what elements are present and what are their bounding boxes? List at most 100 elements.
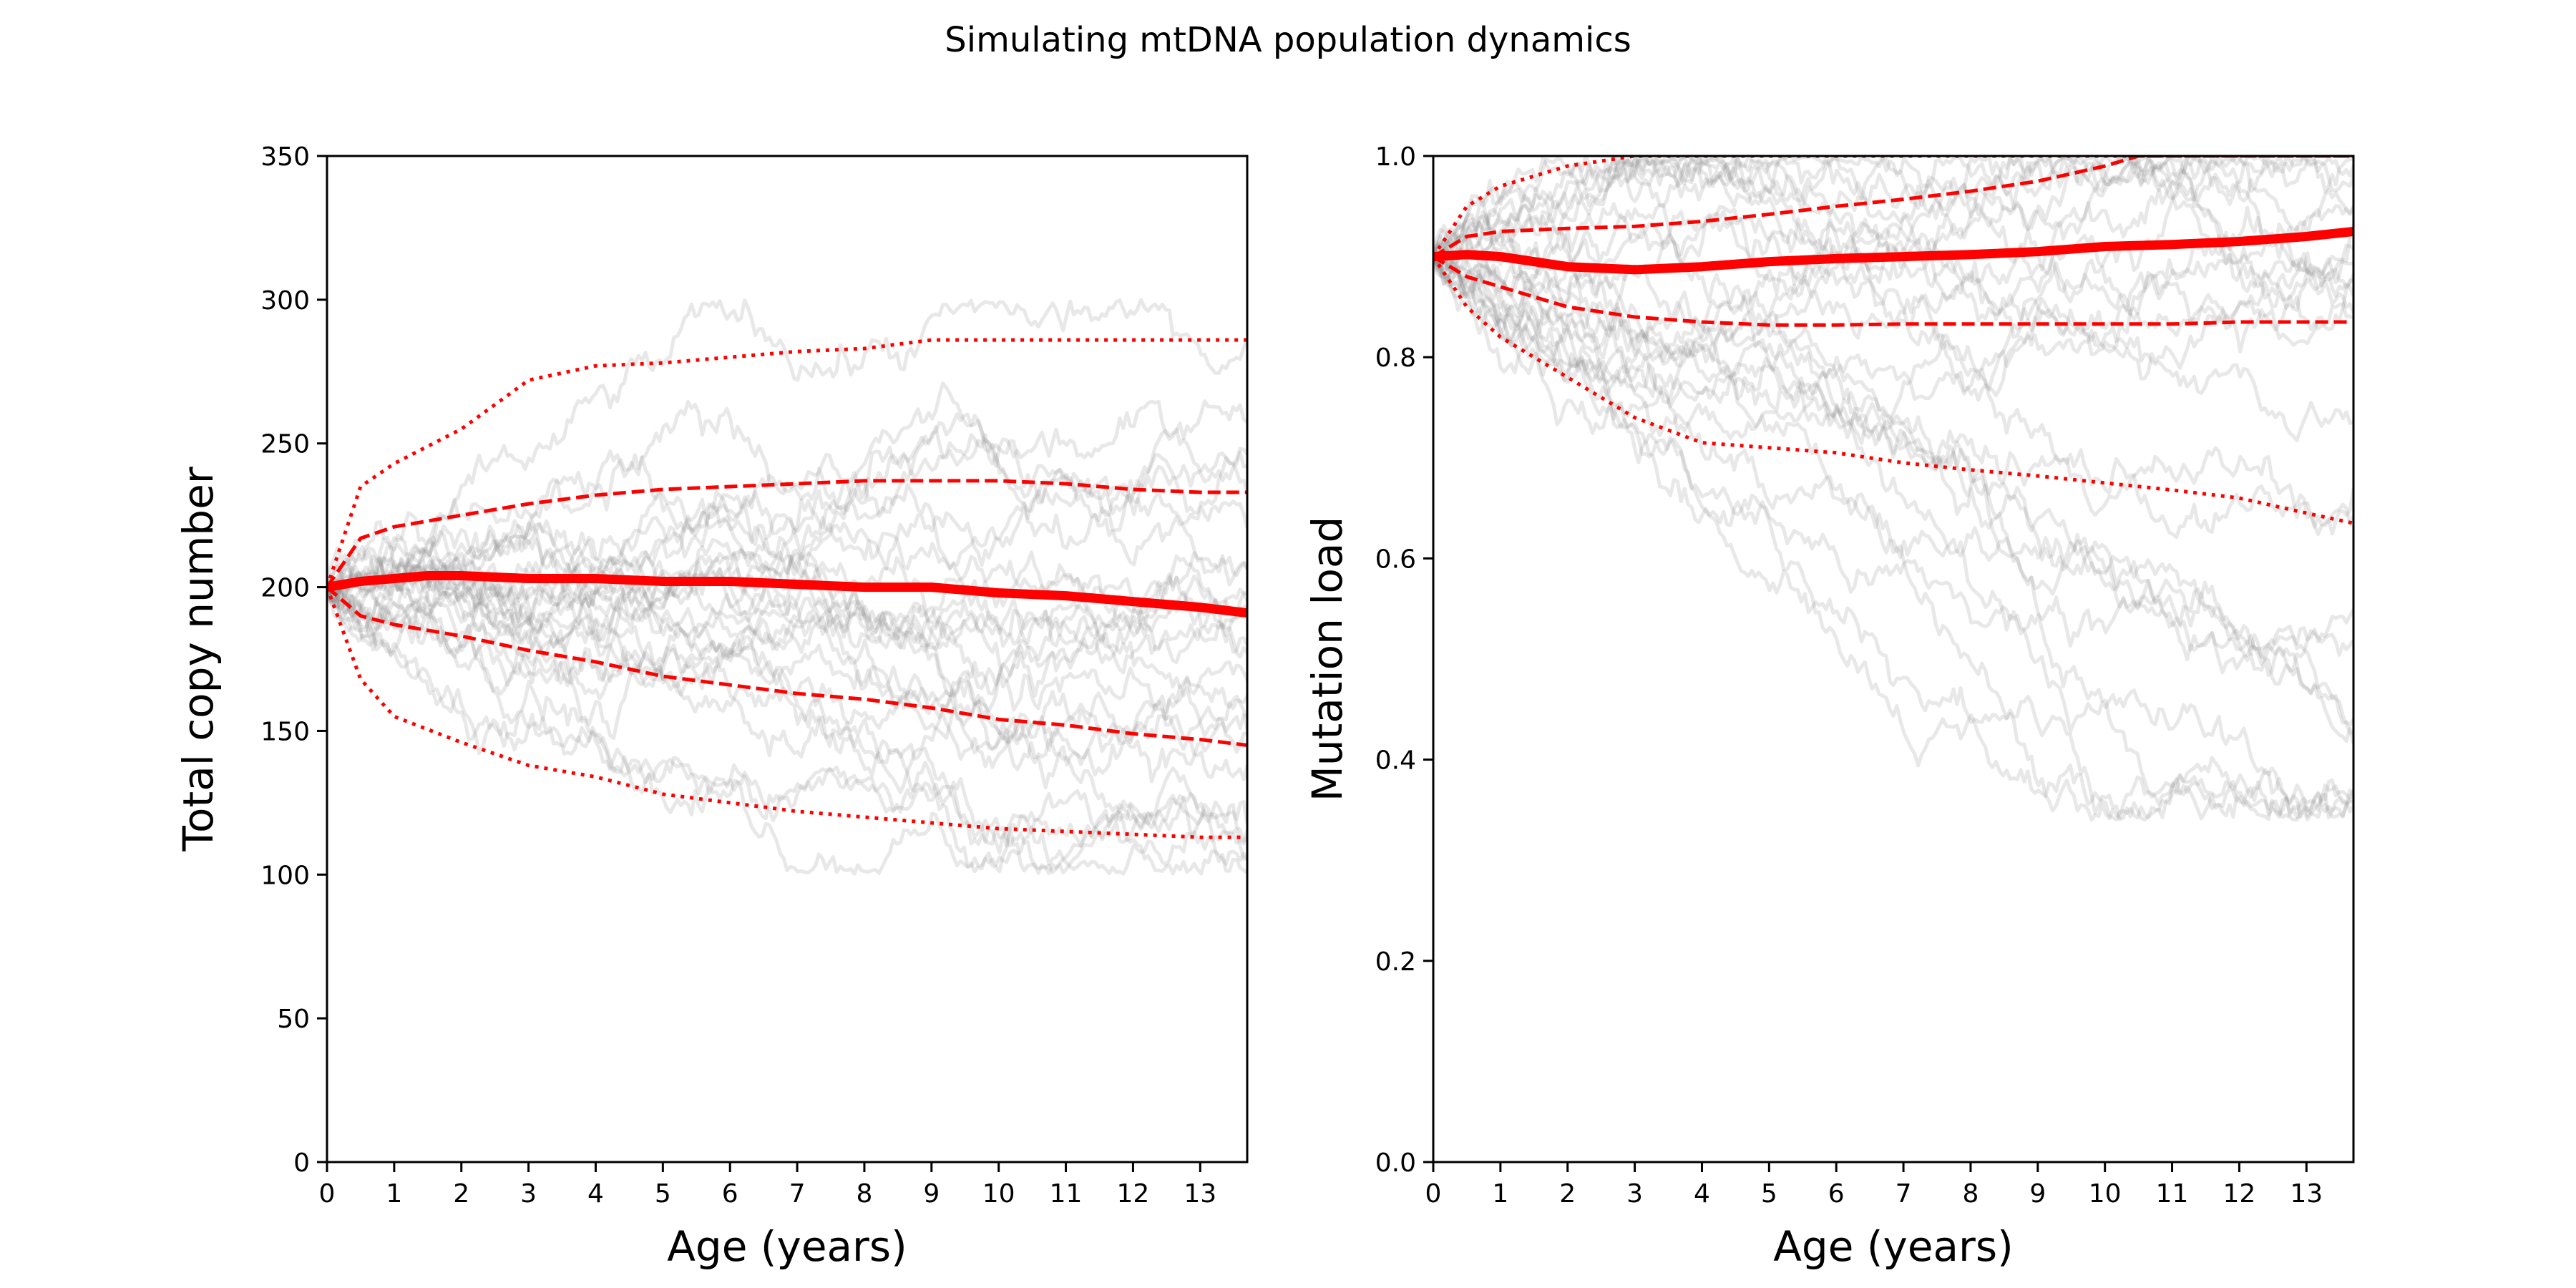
y-tick-label: 0.8 (1375, 343, 1416, 373)
x-tick-label: 13 (2290, 1179, 2323, 1209)
trajectory-line (327, 548, 1247, 719)
y-tick-label: 0.4 (1375, 746, 1416, 776)
y-tick-label: 300 (260, 286, 310, 316)
x-tick-label: 3 (1626, 1179, 1643, 1209)
trajectory-line (1433, 244, 2353, 666)
y-tick-label: 0.2 (1375, 947, 1416, 977)
x-tick-label: 11 (1050, 1179, 1083, 1209)
x-tick-label: 11 (2156, 1179, 2189, 1209)
trajectory-line (327, 555, 1247, 701)
trajectory-line (327, 560, 1247, 741)
trajectory-line (327, 551, 1247, 665)
trajectory-line (1433, 234, 2353, 819)
trajectory-line (327, 381, 1247, 588)
trajectory-line (1433, 182, 2353, 323)
x-tick-label: 0 (319, 1179, 336, 1209)
trajectory-line (1433, 250, 2353, 735)
trajectory-line (1433, 246, 2353, 536)
x-tick-label: 9 (2029, 1179, 2046, 1209)
x-tick-label: 0 (1425, 1179, 1442, 1209)
dotted-quantile-line (327, 586, 1247, 839)
x-tick-label: 13 (1184, 1179, 1216, 1209)
trajectory-line (1433, 156, 2353, 258)
trajectory-group (327, 298, 1247, 876)
y-axis-label: Mutation load (1303, 517, 1352, 802)
trajectory-line (1433, 205, 2353, 331)
trajectory-line (327, 531, 1247, 665)
trajectory-line (327, 586, 1247, 875)
trajectory-line (327, 482, 1247, 603)
trajectory-line (1433, 156, 2353, 275)
x-tick-label: 9 (923, 1179, 940, 1209)
x-tick-label: 12 (1117, 1179, 1150, 1209)
dashed-quantile-line (1433, 156, 2353, 258)
x-tick-label: 7 (1896, 1179, 1912, 1209)
x-tick-label: 8 (856, 1179, 872, 1209)
quantile-group (327, 338, 1247, 839)
trajectory-line (1433, 215, 2353, 443)
x-tick-label: 12 (2223, 1179, 2256, 1209)
x-tick-label: 8 (1962, 1179, 1979, 1209)
trajectory-line (327, 566, 1247, 876)
y-tick-label: 250 (260, 430, 310, 459)
y-tick-label: 200 (260, 574, 310, 603)
median-line (1433, 227, 2353, 275)
trajectory-line (327, 586, 1247, 874)
y-tick-label: 50 (277, 1005, 310, 1034)
x-tick-label: 3 (520, 1179, 537, 1209)
dotted-quantile-line (1433, 255, 2353, 525)
trajectory-line (1433, 156, 2353, 310)
x-tick-label: 6 (722, 1179, 738, 1209)
x-tick-label: 5 (655, 1179, 671, 1209)
x-tick-label: 4 (1694, 1179, 1710, 1209)
chart-panel-1: 0 1 2 3 4 5 6 7 8 9 10 11 12 13050100150200250300350A… (174, 142, 1249, 1271)
median-line (327, 571, 1247, 618)
y-tick-label: 0 (293, 1148, 310, 1178)
x-tick-label: 1 (386, 1179, 402, 1209)
y-tick-label: 1.0 (1375, 142, 1416, 172)
trajectory-line (327, 533, 1247, 861)
y-tick-label: 0.0 (1375, 1148, 1416, 1178)
trajectory-line (1433, 156, 2353, 314)
x-tick-label: 2 (1559, 1179, 1576, 1209)
dashed-quantile-line (1433, 255, 2353, 327)
trajectory-line (1433, 255, 2353, 540)
trajectory-line (1433, 222, 2353, 821)
y-tick-label: 150 (260, 717, 310, 746)
plot-frame (1432, 155, 2355, 1163)
x-axis-label: Age (years) (667, 1222, 907, 1271)
plot-frame (326, 155, 1249, 1163)
x-tick-label: 1 (1492, 1179, 1508, 1209)
x-tick-label: 2 (453, 1179, 469, 1209)
trajectory-line (1433, 210, 2353, 744)
x-tick-label: 10 (2089, 1179, 2122, 1209)
trajectory-line (327, 523, 1247, 794)
trajectory-line (1433, 256, 2353, 677)
dashed-quantile-line (327, 479, 1247, 589)
y-axis-label: Total copy number (174, 467, 223, 852)
trajectory-line (1433, 156, 2353, 258)
x-tick-label: 5 (1761, 1179, 1777, 1209)
trajectory-line (1433, 248, 2353, 822)
trajectory-line (327, 399, 1247, 623)
trajectory-line (327, 554, 1247, 691)
trajectory-line (327, 565, 1247, 876)
trajectory-line (327, 298, 1247, 599)
trajectory-line (1433, 255, 2353, 817)
dashed-quantile-line (327, 585, 1247, 747)
x-axis-label: Age (years) (1773, 1222, 2013, 1271)
x-tick-label: 4 (587, 1179, 604, 1209)
quantile-group (1433, 156, 2353, 525)
trajectory-line (327, 583, 1247, 875)
x-tick-label: 7 (789, 1179, 806, 1209)
x-tick-label: 6 (1828, 1179, 1845, 1209)
trajectory-line (327, 502, 1247, 698)
trajectory-line (1433, 197, 2353, 424)
y-tick-label: 350 (260, 142, 310, 172)
y-tick-label: 100 (260, 861, 310, 890)
trajectory-line (1433, 156, 2353, 258)
trajectory-line (327, 569, 1247, 781)
trajectory-line (1433, 255, 2353, 821)
dotted-quantile-line (327, 338, 1247, 588)
